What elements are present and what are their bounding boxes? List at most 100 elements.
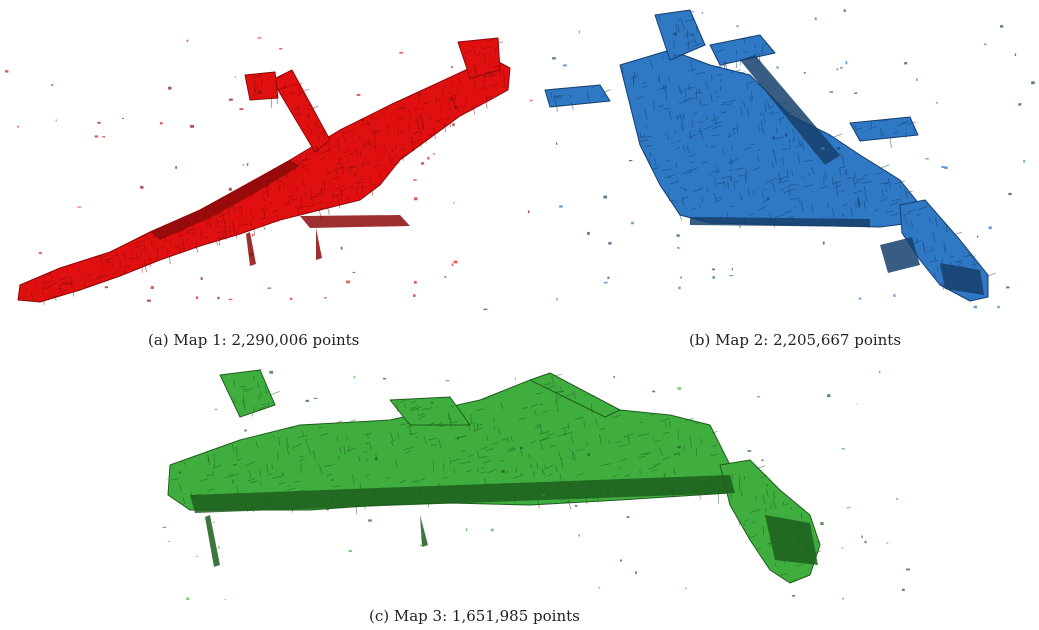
point-texture-stroke	[356, 186, 358, 196]
point-texture-stroke	[943, 241, 947, 251]
point-texture-stroke	[339, 447, 342, 455]
point-texture-stroke	[681, 20, 685, 30]
outlier-point	[279, 48, 283, 50]
point-texture-stroke	[508, 447, 516, 450]
point-texture-stroke	[948, 255, 955, 259]
point-texture-stroke	[645, 124, 648, 130]
outlier-point	[483, 308, 488, 310]
point-texture-stroke	[717, 73, 723, 77]
point-texture-stroke	[461, 450, 466, 453]
outlier-point	[840, 67, 843, 69]
point-texture-stroke	[960, 261, 963, 268]
point-texture-stroke	[790, 506, 793, 511]
point-texture-stroke	[764, 98, 768, 101]
outlier-point	[836, 68, 839, 71]
point-texture-stroke	[653, 158, 657, 166]
outlier-point	[756, 476, 761, 479]
point-texture-stroke	[317, 201, 324, 205]
point-texture-stroke	[815, 144, 817, 153]
point-texture-stroke	[506, 438, 509, 443]
point-texture-stroke	[624, 474, 631, 477]
point-texture-stroke	[742, 147, 752, 151]
outlier-point	[346, 280, 350, 284]
outlier-point	[878, 370, 881, 374]
point-texture-stroke	[769, 213, 772, 222]
point-texture-stroke	[119, 258, 122, 268]
point-texture-stroke	[876, 171, 884, 175]
point-texture-stroke	[474, 64, 477, 73]
point-texture-stroke	[443, 462, 445, 471]
point-texture-stroke	[467, 70, 471, 81]
point-texture-stroke	[293, 106, 300, 111]
point-texture-stroke	[420, 120, 424, 131]
point-texture-stroke	[667, 135, 670, 141]
point-texture-stroke	[112, 272, 118, 275]
point-texture-stroke	[399, 480, 406, 484]
point-texture-stroke	[215, 220, 224, 225]
point-texture-stroke	[352, 474, 355, 484]
point-texture-stroke	[448, 412, 452, 422]
point-texture-stroke	[893, 131, 898, 134]
point-texture-stroke	[288, 493, 291, 501]
point-texture-stroke	[673, 53, 675, 60]
outlier-point	[325, 458, 329, 460]
point-texture-stroke	[403, 446, 414, 451]
point-texture-stroke	[572, 451, 576, 461]
point-texture-stroke	[446, 117, 451, 120]
point-texture-stroke	[178, 482, 182, 491]
point-texture-stroke	[359, 178, 364, 181]
point-texture-stroke	[719, 78, 722, 83]
point-texture-stroke	[654, 439, 661, 443]
point-texture-stroke	[650, 60, 654, 70]
outlier-point	[935, 101, 938, 104]
outlier-point	[747, 450, 752, 452]
point-texture-stroke	[42, 286, 44, 296]
point-texture-stroke	[711, 445, 717, 447]
point-texture-stroke	[465, 50, 472, 54]
point-texture-stroke	[392, 106, 404, 111]
point-texture-stroke	[813, 550, 822, 554]
point-texture-stroke	[286, 193, 295, 198]
outlier-point	[1006, 286, 1010, 289]
point-texture-stroke	[668, 76, 671, 82]
outlier-point	[57, 288, 61, 290]
point-texture-stroke	[853, 190, 863, 194]
point-texture-stroke	[207, 454, 210, 465]
point-texture-stroke	[395, 144, 398, 150]
outlier-point	[94, 135, 99, 138]
point-texture-stroke	[457, 106, 459, 113]
point-texture-stroke	[971, 262, 979, 266]
point-texture-stroke	[129, 257, 139, 261]
point-texture-stroke	[648, 159, 651, 167]
point-texture-stroke	[376, 158, 380, 161]
point-texture-stroke	[341, 150, 350, 154]
point-texture-stroke	[664, 84, 667, 93]
point-texture-stroke	[236, 446, 238, 458]
point-texture-stroke	[285, 444, 290, 455]
point-texture-stroke	[359, 482, 363, 493]
point-texture-stroke	[411, 406, 417, 409]
outlier-point	[864, 540, 867, 544]
outlier-point	[556, 142, 558, 145]
point-texture-stroke	[751, 91, 753, 101]
point-texture-stroke	[805, 547, 809, 557]
point-texture-stroke	[653, 102, 655, 111]
point-texture-stroke	[670, 142, 675, 144]
point-texture-stroke	[650, 412, 656, 416]
outlier-point	[104, 286, 108, 289]
point-texture-stroke	[112, 254, 118, 257]
point-texture-stroke	[758, 52, 761, 63]
point-texture-stroke	[468, 423, 470, 432]
outlier-point	[1023, 160, 1025, 163]
point-texture-stroke	[836, 220, 843, 224]
point-texture-stroke	[193, 493, 201, 496]
map-2-point-cloud	[540, 5, 1039, 310]
point-texture-stroke	[382, 487, 385, 492]
point-texture-stroke	[232, 479, 234, 484]
point-texture-stroke	[283, 169, 286, 177]
point-texture-stroke	[260, 79, 262, 85]
point-texture-stroke	[306, 205, 315, 208]
point-texture-stroke	[683, 98, 690, 102]
point-texture-stroke	[665, 92, 667, 100]
outlier-point	[162, 526, 167, 528]
